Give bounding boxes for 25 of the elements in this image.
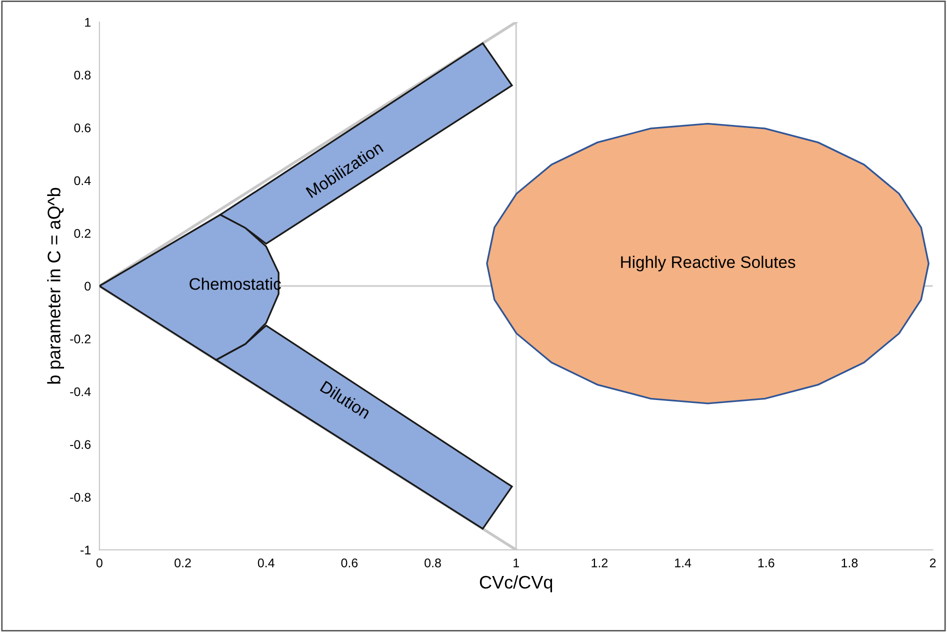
y-tick-label: 1	[85, 18, 90, 27]
x-tick-label: 1.8	[842, 558, 858, 568]
x-tick-label: 0	[96, 558, 102, 568]
y-tick-label: -0.4	[70, 387, 91, 396]
y-tick-label: -1	[80, 546, 90, 554]
y-tick-label: 0.8	[74, 70, 91, 80]
x-tick-label: 0.6	[341, 558, 358, 568]
y-tick-label: -0.8	[70, 492, 91, 502]
y-tick-label: 0.4	[74, 176, 91, 186]
y-tick-label: -0.6	[70, 440, 91, 449]
series-label: Highly Reactive Solutes	[621, 256, 796, 272]
x-tick-label: 0.8	[424, 558, 441, 568]
x-tick-label: 2	[930, 558, 936, 568]
x-axis-title: CVc/CVq	[480, 575, 552, 592]
y-tick-label: 0.6	[74, 123, 91, 132]
x-tick-label: 1	[514, 558, 519, 568]
y-tick-label: 0	[84, 282, 91, 291]
y-axis-title: b parameter in C = aQ^b	[47, 188, 64, 384]
y-tick-label: -0.2	[70, 334, 90, 344]
y-tick-label: 0.2	[74, 229, 90, 238]
x-tick-label: 0.4	[258, 558, 274, 568]
x-tick-label: 1.2	[592, 558, 608, 568]
x-tick-label: 1.4	[675, 558, 692, 568]
x-tick-label: 0.2	[174, 558, 191, 568]
x-tick-label: 1.6	[758, 558, 774, 568]
